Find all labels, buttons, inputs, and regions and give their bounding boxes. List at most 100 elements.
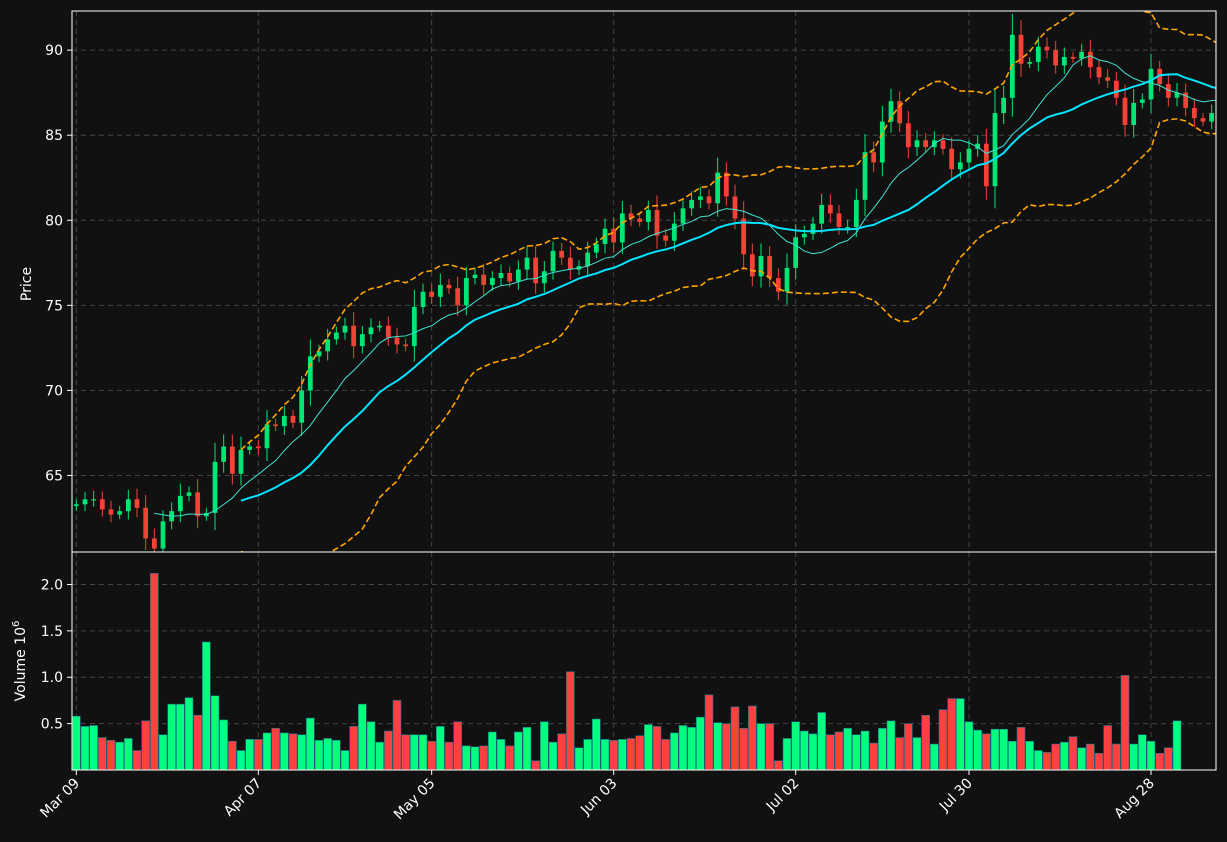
volume-bar xyxy=(1120,675,1130,770)
volume-bar xyxy=(176,703,185,770)
candle-body xyxy=(697,196,703,200)
candle-body xyxy=(628,213,634,219)
volume-bar xyxy=(557,733,566,770)
volume-bar xyxy=(1016,727,1026,770)
candle-body xyxy=(290,415,296,423)
volume-bar xyxy=(964,721,974,770)
candle-body xyxy=(749,254,755,277)
candle-body xyxy=(871,152,877,163)
volume-bar xyxy=(687,727,696,770)
candle-body xyxy=(151,538,157,549)
candle-body xyxy=(1079,51,1085,59)
candle-body xyxy=(654,210,660,236)
volume-bar xyxy=(1112,743,1121,770)
candle-body xyxy=(1087,51,1093,68)
volume-bar xyxy=(834,731,844,770)
candle-body xyxy=(845,227,851,229)
candle-body xyxy=(645,210,651,222)
volume-bar xyxy=(167,703,176,770)
candle-body xyxy=(524,257,530,270)
volume-bar xyxy=(306,717,315,770)
volume-tick-label: 1.5 xyxy=(41,624,63,640)
volume-bar xyxy=(730,706,740,770)
volume-bar xyxy=(600,739,610,770)
volume-bar xyxy=(106,740,116,770)
volume-bar xyxy=(150,573,159,770)
volume-bar xyxy=(427,740,436,770)
volume-bar xyxy=(722,723,731,770)
candle-body xyxy=(784,267,790,292)
volume-bar xyxy=(592,718,601,770)
candle-body xyxy=(862,152,868,200)
candle-body xyxy=(498,272,504,279)
candle-body xyxy=(411,307,417,347)
candle-body xyxy=(706,196,712,204)
volume-bar xyxy=(696,716,705,770)
candle-body xyxy=(611,228,617,243)
volume-bar xyxy=(1103,725,1112,770)
price-axis-title: Price xyxy=(19,267,35,301)
candle-body xyxy=(1061,56,1067,66)
volume-tick-label: 0.5 xyxy=(41,717,63,733)
volume-y-ticks: 0.5 1.0 1.5 2.0 xyxy=(41,577,72,733)
volume-bar xyxy=(401,734,410,770)
candle-body xyxy=(463,278,469,306)
volume-bar xyxy=(1129,743,1138,770)
volume-bar xyxy=(1008,740,1017,770)
candle-body xyxy=(255,446,261,449)
volume-bar xyxy=(548,741,558,770)
candle-body xyxy=(567,257,573,270)
sma-slow-line xyxy=(240,73,1216,502)
candle-body xyxy=(1200,118,1206,122)
candle-body xyxy=(281,415,287,427)
candle-body xyxy=(723,172,729,197)
volume-tick-label: 1.0 xyxy=(41,670,63,686)
candle-body xyxy=(853,199,859,228)
candle-body xyxy=(489,278,495,285)
volume-bar xyxy=(410,734,419,770)
volume-bar xyxy=(886,720,896,770)
candle-body xyxy=(619,213,625,243)
price-tick-label: 80 xyxy=(45,213,63,229)
candle-body xyxy=(1183,92,1189,108)
volume-bar xyxy=(297,734,306,770)
volume-bar xyxy=(930,743,939,770)
volume-bar xyxy=(89,725,98,770)
volume-bar xyxy=(670,732,679,770)
candle-body xyxy=(143,507,149,539)
volume-bar xyxy=(436,726,445,770)
volume-bar xyxy=(375,741,384,770)
volume-bar xyxy=(566,671,575,770)
candle-body xyxy=(455,288,461,306)
candle-body xyxy=(99,499,105,510)
volume-bar xyxy=(782,738,792,770)
volume-bar xyxy=(1138,734,1147,770)
bollinger-lower-line xyxy=(240,118,1216,552)
candle-body xyxy=(905,123,911,148)
candle-body xyxy=(472,274,478,279)
candle-body xyxy=(957,162,963,170)
volume-bar xyxy=(462,745,471,770)
volume-bar xyxy=(488,731,497,770)
candle-body xyxy=(1044,46,1050,51)
candle-body xyxy=(91,499,97,501)
volume-bar xyxy=(748,705,757,770)
candle-body xyxy=(446,284,452,289)
candle-body xyxy=(940,140,946,149)
candle-body xyxy=(229,446,235,474)
candle-body xyxy=(481,274,487,285)
price-tick-label: 85 xyxy=(45,128,63,144)
volume-bar xyxy=(635,735,644,770)
volume-bar xyxy=(470,746,480,770)
candle-body xyxy=(333,332,339,340)
volume-bar xyxy=(704,694,714,770)
candle-body xyxy=(732,196,738,219)
volume-bar xyxy=(990,728,1000,770)
volume-panel-frame xyxy=(71,551,1217,771)
volume-bar xyxy=(774,760,783,770)
volume-bar xyxy=(531,760,540,770)
volume-bar xyxy=(522,727,532,770)
candle-body xyxy=(836,213,842,228)
volume-bar xyxy=(254,739,263,770)
candle-body xyxy=(1113,80,1119,98)
